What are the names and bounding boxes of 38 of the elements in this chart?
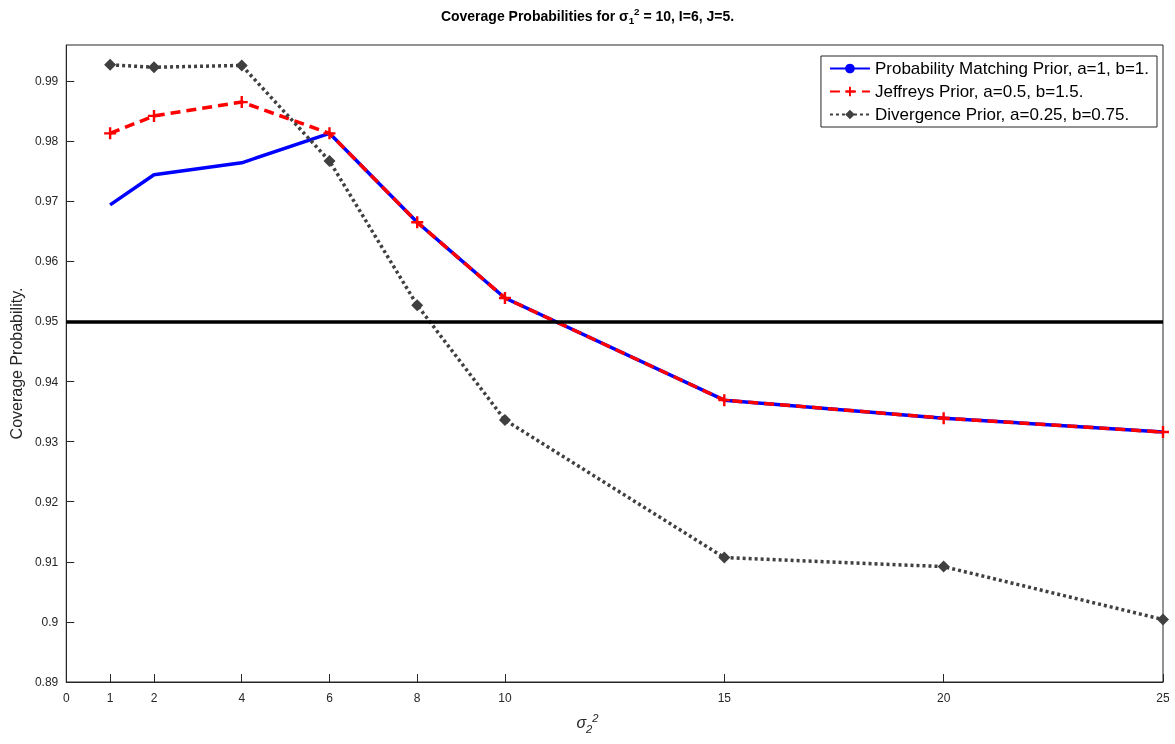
x-tick-label: 10: [498, 691, 512, 705]
y-tick-label: 0.99: [34, 74, 59, 89]
legend-label: Divergence Prior, a=0.25, b=0.75.: [874, 105, 1130, 124]
point: [498, 413, 511, 426]
x-tick-label: 25: [1156, 691, 1170, 705]
x-tick-label: 20: [936, 691, 951, 705]
point: [323, 127, 336, 140]
chart-title: Coverage Probabilities for σ$_{1}$$^{2}$ = 10, I=6, J=5.: [439, 6, 736, 27]
y-tick-label: 0.9: [41, 614, 59, 629]
y-axis-title: Coverage Probability.: [7, 287, 25, 440]
legend-label: Jeffreys Prior, a=0.5, b=1.5.: [874, 82, 1084, 101]
point: [937, 412, 950, 425]
x-tick-label: 8: [413, 691, 421, 705]
point: [104, 58, 117, 71]
x-tick-label: 15: [717, 691, 732, 705]
point: [104, 127, 117, 140]
point: [235, 59, 248, 72]
y-tick-label: 0.97: [34, 194, 59, 209]
x-tick-label: 6: [326, 691, 334, 705]
legend-label: Probability Matching Prior, a=1, b=1.: [874, 59, 1149, 78]
point: [937, 560, 950, 573]
point: [718, 551, 731, 564]
point: [718, 394, 731, 407]
y-tick-label: 0.96: [34, 254, 59, 269]
point: [323, 154, 336, 167]
x-tick-label: 4: [238, 691, 246, 705]
x-tick-label: 0: [62, 691, 70, 705]
point: [1157, 613, 1169, 626]
y-tick-label: 0.94: [34, 374, 59, 389]
y-tick-label: 0.89: [34, 675, 59, 689]
y-tick-label: 0.92: [34, 494, 59, 509]
y-tick-label: 0.98: [34, 134, 59, 149]
point: [411, 299, 424, 312]
y-tick-label: 0.95: [34, 314, 59, 329]
y-tick-label: 0.91: [34, 554, 59, 569]
y-tick-label: 0.93: [34, 434, 59, 449]
x-tick-label: 1: [106, 691, 114, 705]
x-tick-label: 2: [150, 691, 158, 705]
